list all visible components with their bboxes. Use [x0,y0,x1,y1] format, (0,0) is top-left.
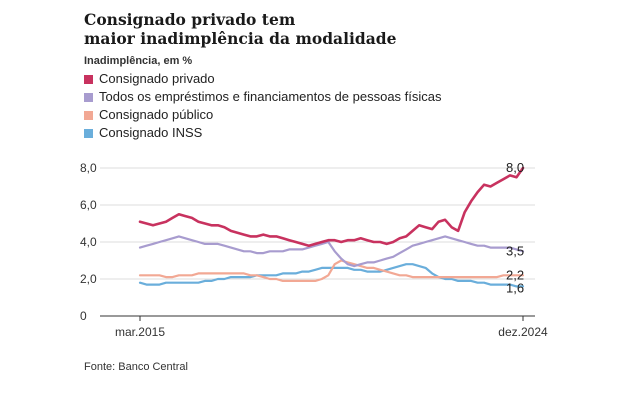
legend-item-consignado-inss: Consignado INSS [84,124,624,142]
x-tick-label: mar.2015 [115,325,165,339]
legend: Consignado privado Todos os empréstimos … [84,70,624,142]
series-end-label: 1,6 [506,280,524,295]
legend-swatch [84,74,93,84]
series-line-2 [138,259,525,282]
series-end-label: 2,2 [506,267,524,282]
y-tick-label: 6,0 [80,198,97,212]
legend-swatch [84,92,93,102]
y-tick-label: 0 [80,309,87,323]
source-note: Fonte: Banco Central [84,361,188,373]
chart-ylabel: Inadimplência, em % [84,55,193,67]
y-tick-label: 4,0 [80,235,97,249]
series-end-label: 3,5 [506,243,524,258]
chart-title: Consignado privado tem maior inadimplênc… [84,10,624,48]
legend-label: Todos os empréstimos e financiamentos de… [99,89,442,104]
chart-title-line-1: Consignado privado tem [84,10,296,29]
legend-label: Consignado INSS [99,125,203,140]
legend-item-consignado-publico: Consignado público [84,106,624,124]
legend-label: Consignado privado [99,71,215,86]
series-line-0 [138,166,525,247]
chart-header: Consignado privado tem maior inadimplênc… [84,10,624,142]
chart-title-line-2: maior inadimplência da modalidade [84,29,397,48]
legend-label: Consignado público [99,107,214,122]
y-tick-label: 8,0 [80,161,97,175]
series-end-label: 8,0 [506,160,524,175]
series-line-1 [138,235,525,268]
legend-item-consignado-privado: Consignado privado [84,70,624,88]
y-tick-label: 2,0 [80,272,97,286]
legend-item-todos-emprestimos: Todos os empréstimos e financiamentos de… [84,88,624,106]
legend-swatch [84,110,93,120]
series-line-3 [138,263,525,288]
legend-swatch [84,128,93,138]
x-tick-label: dez.2024 [498,325,548,339]
